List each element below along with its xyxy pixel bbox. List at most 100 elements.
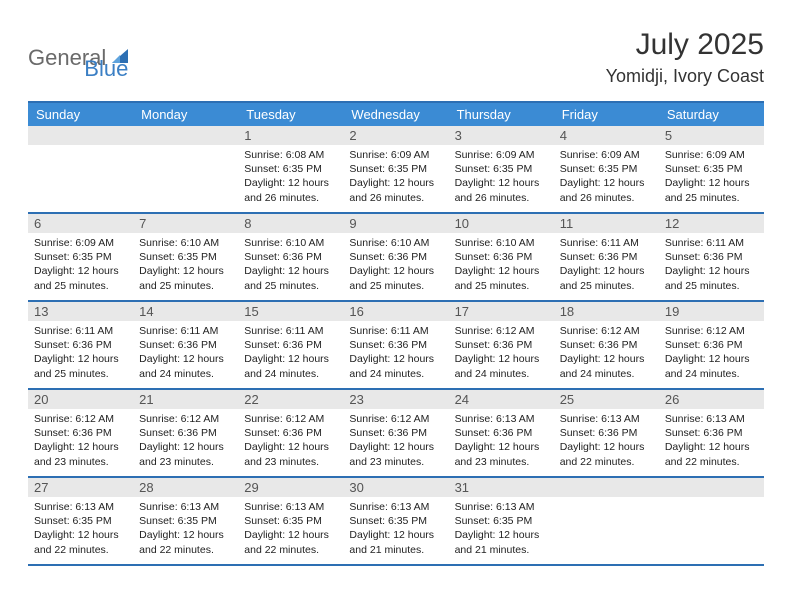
calendar-day: 31Sunrise: 6:13 AMSunset: 6:35 PMDayligh… [449, 478, 554, 564]
calendar-day [133, 126, 238, 212]
sunrise-line: Sunrise: 6:13 AM [665, 412, 758, 426]
daylight-line: Daylight: 12 hours and 23 minutes. [34, 440, 127, 468]
sunset-line: Sunset: 6:35 PM [349, 162, 442, 176]
day-number: 8 [238, 214, 343, 233]
calendar-day: 12Sunrise: 6:11 AMSunset: 6:36 PMDayligh… [659, 214, 764, 300]
daylight-line: Daylight: 12 hours and 25 minutes. [244, 264, 337, 292]
day-number: 15 [238, 302, 343, 321]
weekday-header: Wednesday [343, 103, 448, 126]
day-number: 19 [659, 302, 764, 321]
sunset-line: Sunset: 6:35 PM [560, 162, 653, 176]
daylight-line: Daylight: 12 hours and 23 minutes. [455, 440, 548, 468]
day-details: Sunrise: 6:11 AMSunset: 6:36 PMDaylight:… [554, 233, 659, 299]
sunset-line: Sunset: 6:36 PM [34, 426, 127, 440]
day-number: 27 [28, 478, 133, 497]
sunrise-line: Sunrise: 6:09 AM [665, 148, 758, 162]
sunset-line: Sunset: 6:35 PM [349, 514, 442, 528]
calendar-day: 11Sunrise: 6:11 AMSunset: 6:36 PMDayligh… [554, 214, 659, 300]
daylight-line: Daylight: 12 hours and 24 minutes. [139, 352, 232, 380]
sunrise-line: Sunrise: 6:11 AM [665, 236, 758, 250]
sunset-line: Sunset: 6:36 PM [139, 426, 232, 440]
day-number: 25 [554, 390, 659, 409]
day-details: Sunrise: 6:09 AMSunset: 6:35 PMDaylight:… [449, 145, 554, 211]
sunrise-line: Sunrise: 6:09 AM [455, 148, 548, 162]
calendar-day: 6Sunrise: 6:09 AMSunset: 6:35 PMDaylight… [28, 214, 133, 300]
calendar-day: 25Sunrise: 6:13 AMSunset: 6:36 PMDayligh… [554, 390, 659, 476]
daylight-line: Daylight: 12 hours and 24 minutes. [455, 352, 548, 380]
calendar-day: 4Sunrise: 6:09 AMSunset: 6:35 PMDaylight… [554, 126, 659, 212]
calendar-day: 27Sunrise: 6:13 AMSunset: 6:35 PMDayligh… [28, 478, 133, 564]
daylight-line: Daylight: 12 hours and 23 minutes. [139, 440, 232, 468]
calendar-day: 7Sunrise: 6:10 AMSunset: 6:35 PMDaylight… [133, 214, 238, 300]
sunrise-line: Sunrise: 6:13 AM [455, 500, 548, 514]
calendar-day: 1Sunrise: 6:08 AMSunset: 6:35 PMDaylight… [238, 126, 343, 212]
day-number: 13 [28, 302, 133, 321]
sunset-line: Sunset: 6:36 PM [34, 338, 127, 352]
month-title: July 2025 [606, 28, 764, 62]
daylight-line: Daylight: 12 hours and 24 minutes. [244, 352, 337, 380]
weekday-header: Thursday [449, 103, 554, 126]
sunset-line: Sunset: 6:36 PM [349, 338, 442, 352]
daylight-line: Daylight: 12 hours and 23 minutes. [244, 440, 337, 468]
daylight-line: Daylight: 12 hours and 25 minutes. [560, 264, 653, 292]
sunset-line: Sunset: 6:36 PM [139, 338, 232, 352]
sunrise-line: Sunrise: 6:12 AM [139, 412, 232, 426]
sunrise-line: Sunrise: 6:13 AM [34, 500, 127, 514]
day-number [554, 478, 659, 497]
daylight-line: Daylight: 12 hours and 24 minutes. [560, 352, 653, 380]
daylight-line: Daylight: 12 hours and 25 minutes. [139, 264, 232, 292]
day-details: Sunrise: 6:08 AMSunset: 6:35 PMDaylight:… [238, 145, 343, 211]
day-details: Sunrise: 6:13 AMSunset: 6:35 PMDaylight:… [28, 497, 133, 563]
day-details: Sunrise: 6:10 AMSunset: 6:36 PMDaylight:… [238, 233, 343, 299]
day-number: 4 [554, 126, 659, 145]
title-block: July 2025 Yomidji, Ivory Coast [606, 28, 764, 87]
calendar-day: 9Sunrise: 6:10 AMSunset: 6:36 PMDaylight… [343, 214, 448, 300]
day-number: 29 [238, 478, 343, 497]
calendar-day: 28Sunrise: 6:13 AMSunset: 6:35 PMDayligh… [133, 478, 238, 564]
day-details: Sunrise: 6:13 AMSunset: 6:35 PMDaylight:… [449, 497, 554, 563]
day-details: Sunrise: 6:13 AMSunset: 6:35 PMDaylight:… [133, 497, 238, 563]
daylight-line: Daylight: 12 hours and 24 minutes. [349, 352, 442, 380]
day-number [28, 126, 133, 145]
calendar-day: 24Sunrise: 6:13 AMSunset: 6:36 PMDayligh… [449, 390, 554, 476]
sunset-line: Sunset: 6:35 PM [34, 514, 127, 528]
sunrise-line: Sunrise: 6:11 AM [349, 324, 442, 338]
day-number [133, 126, 238, 145]
daylight-line: Daylight: 12 hours and 22 minutes. [34, 528, 127, 556]
day-details: Sunrise: 6:12 AMSunset: 6:36 PMDaylight:… [449, 321, 554, 387]
calendar-day [554, 478, 659, 564]
sunrise-line: Sunrise: 6:11 AM [244, 324, 337, 338]
sunset-line: Sunset: 6:36 PM [244, 338, 337, 352]
calendar-day: 30Sunrise: 6:13 AMSunset: 6:35 PMDayligh… [343, 478, 448, 564]
day-details: Sunrise: 6:13 AMSunset: 6:35 PMDaylight:… [238, 497, 343, 563]
sunrise-line: Sunrise: 6:11 AM [34, 324, 127, 338]
sunrise-line: Sunrise: 6:09 AM [349, 148, 442, 162]
sunrise-line: Sunrise: 6:13 AM [139, 500, 232, 514]
sunrise-line: Sunrise: 6:12 AM [244, 412, 337, 426]
sunset-line: Sunset: 6:36 PM [244, 250, 337, 264]
calendar-day: 20Sunrise: 6:12 AMSunset: 6:36 PMDayligh… [28, 390, 133, 476]
sunset-line: Sunset: 6:36 PM [560, 250, 653, 264]
day-details [554, 497, 659, 506]
calendar: SundayMondayTuesdayWednesdayThursdayFrid… [28, 101, 764, 566]
sunset-line: Sunset: 6:35 PM [244, 162, 337, 176]
daylight-line: Daylight: 12 hours and 25 minutes. [665, 176, 758, 204]
calendar-week: 13Sunrise: 6:11 AMSunset: 6:36 PMDayligh… [28, 302, 764, 390]
day-number: 3 [449, 126, 554, 145]
sunrise-line: Sunrise: 6:13 AM [349, 500, 442, 514]
daylight-line: Daylight: 12 hours and 22 minutes. [560, 440, 653, 468]
sunrise-line: Sunrise: 6:13 AM [560, 412, 653, 426]
day-details: Sunrise: 6:10 AMSunset: 6:36 PMDaylight:… [449, 233, 554, 299]
day-number: 12 [659, 214, 764, 233]
day-details: Sunrise: 6:09 AMSunset: 6:35 PMDaylight:… [659, 145, 764, 211]
day-details: Sunrise: 6:13 AMSunset: 6:36 PMDaylight:… [659, 409, 764, 475]
sunset-line: Sunset: 6:35 PM [244, 514, 337, 528]
sunset-line: Sunset: 6:35 PM [455, 162, 548, 176]
calendar-day: 3Sunrise: 6:09 AMSunset: 6:35 PMDaylight… [449, 126, 554, 212]
calendar-day: 19Sunrise: 6:12 AMSunset: 6:36 PMDayligh… [659, 302, 764, 388]
sunrise-line: Sunrise: 6:12 AM [455, 324, 548, 338]
daylight-line: Daylight: 12 hours and 25 minutes. [349, 264, 442, 292]
weekday-header: Saturday [659, 103, 764, 126]
day-number: 1 [238, 126, 343, 145]
daylight-line: Daylight: 12 hours and 23 minutes. [349, 440, 442, 468]
